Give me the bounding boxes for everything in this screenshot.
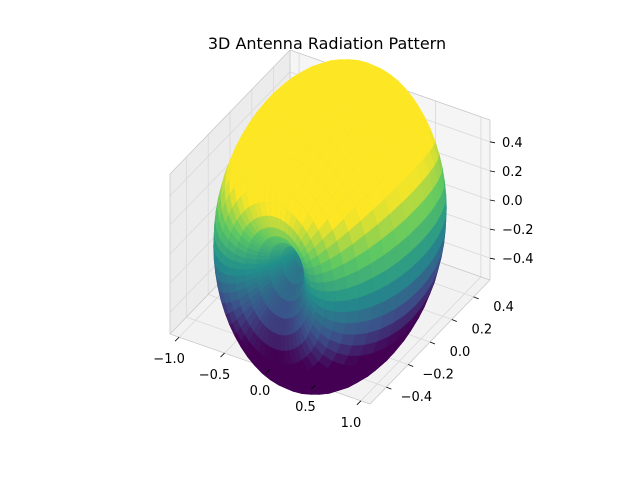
surface-patch [244, 263, 257, 270]
surface-patch [333, 311, 347, 324]
z-tick-label: −0.2 [502, 223, 534, 238]
surface-patch [246, 172, 253, 193]
y-tick-label: −0.4 [401, 390, 433, 405]
z-tick-mark [489, 257, 496, 260]
y-tick-mark [408, 364, 414, 367]
x-tick-mark [311, 384, 316, 390]
axis-ticks: −1.0−0.50.00.51.0−0.4−0.20.00.20.4−0.4−0… [153, 136, 533, 431]
y-tick-label: 0.4 [493, 300, 514, 315]
z-tick-mark [489, 170, 496, 173]
chart-title: 3D Antenna Radiation Pattern [208, 34, 446, 53]
surface-patch [345, 310, 360, 324]
x-tick-mark [174, 336, 180, 342]
z-tick-mark [489, 228, 496, 231]
x-tick-label: 0.5 [295, 400, 316, 415]
radiation-surface [213, 59, 447, 395]
surface-patch [269, 201, 276, 218]
y-tick-label: 0.0 [450, 345, 471, 360]
surface-patch [309, 177, 326, 201]
x-tick-mark [265, 368, 271, 374]
y-tick-label: −0.2 [422, 368, 454, 383]
y-tick-mark [473, 296, 479, 300]
grid-line-z-left [169, 71, 291, 197]
surface-patch [234, 268, 245, 277]
x-tick-label: 0.0 [250, 384, 271, 399]
y-tick-mark [429, 341, 436, 345]
surface-patch [342, 322, 358, 335]
surface-patch [258, 186, 265, 203]
surface-patch [334, 300, 348, 313]
y-tick-mark [451, 319, 457, 322]
pane-edge [169, 49, 291, 175]
surface-patch [280, 334, 286, 351]
z-tick-label: −0.4 [502, 252, 534, 267]
y-tick-label: 0.2 [471, 322, 492, 337]
surface-patch [315, 282, 326, 292]
x-tick-label: −0.5 [199, 368, 231, 383]
x-tick-label: −1.0 [153, 352, 185, 367]
y-tick-mark [386, 386, 392, 390]
z-tick-label: 0.0 [502, 194, 523, 209]
x-tick-label: 1.0 [341, 416, 362, 431]
z-tick-mark [489, 141, 496, 144]
z-tick-mark [489, 199, 496, 202]
z-tick-label: 0.2 [502, 165, 523, 180]
surface-patch [269, 346, 276, 363]
surface-patch [227, 283, 237, 294]
x-tick-mark [220, 352, 225, 358]
z-tick-label: 0.4 [502, 136, 523, 151]
x-tick-mark [356, 400, 362, 406]
surface-patch [324, 290, 336, 302]
